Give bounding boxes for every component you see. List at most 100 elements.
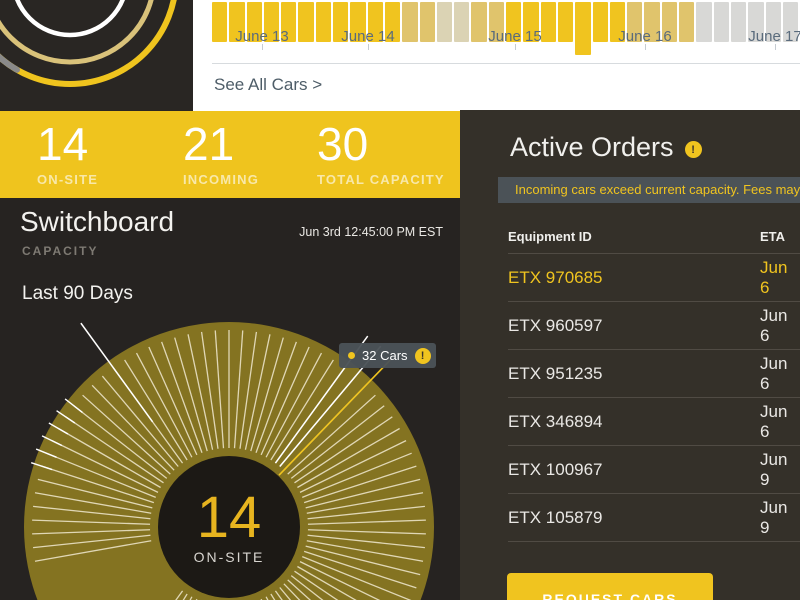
equipment-id: ETX 951235 — [508, 363, 603, 383]
active-orders-panel: Active Orders ! Incoming cars exceed cur… — [460, 110, 800, 600]
stat-incoming: 21 INCOMING — [183, 119, 259, 187]
timeline-segment[interactable] — [402, 2, 418, 42]
timeline-segment[interactable] — [488, 2, 505, 42]
axis-tick — [368, 44, 369, 50]
timeline-segment[interactable] — [575, 2, 591, 55]
axis-tick — [515, 44, 516, 50]
stat-value: 14 — [37, 118, 89, 170]
stat-on-site: 14 ON-SITE — [37, 119, 98, 187]
timeline-segment[interactable] — [627, 2, 643, 42]
divider — [212, 63, 800, 64]
axis-tick — [262, 44, 263, 50]
timeline-segment[interactable] — [506, 2, 522, 42]
column-eta: ETA — [760, 229, 786, 244]
timeline-segment[interactable] — [523, 2, 539, 42]
timeline-segment[interactable] — [557, 2, 574, 42]
timeline-segment[interactable] — [229, 2, 245, 42]
warning-icon[interactable]: ! — [684, 141, 702, 158]
date-label: June 15 — [488, 28, 542, 45]
timeline-segment[interactable] — [384, 2, 401, 42]
stat-value: 30 — [317, 118, 369, 170]
page-title: Switchboard — [20, 206, 175, 237]
orders-table: Equipment ID ETA ETX 970685 Jun 6 ETX 9605… — [508, 229, 800, 542]
table-row[interactable]: ETX 346894 Jun 6 — [508, 398, 800, 446]
equipment-id: ETX 970685 — [508, 267, 603, 287]
timeline-segment[interactable] — [436, 2, 453, 42]
on-site-label: ON-SITE — [193, 548, 265, 565]
timeline-segment[interactable] — [263, 2, 280, 42]
timeline-segment[interactable] — [540, 2, 556, 42]
stat-label: INCOMING — [183, 172, 260, 187]
section-title: Active Orders — [510, 132, 674, 162]
axis-tick — [645, 44, 646, 50]
switchboard-panel: Switchboard CAPACITY Jun 3rd 12:45:00 PM… — [0, 198, 460, 600]
table-row[interactable]: ETX 970685 Jun 6 — [508, 254, 800, 302]
date-label: June 14 — [341, 28, 395, 45]
capacity-rings-widget — [0, 0, 193, 112]
timeline-segment[interactable] — [713, 2, 729, 42]
timeline-segment[interactable] — [679, 2, 695, 42]
timeline-segment[interactable] — [367, 2, 383, 42]
timeline-segment[interactable] — [212, 2, 228, 42]
timeline-segment[interactable] — [765, 2, 781, 42]
eta-value: Jun 9 — [760, 497, 788, 537]
date-label: June 17 — [748, 28, 800, 45]
date-label: June 13 — [235, 28, 289, 45]
timeline-segment[interactable] — [748, 2, 764, 42]
table-header: Equipment ID ETA — [508, 229, 800, 254]
timeline-segment[interactable] — [315, 2, 332, 42]
timeline-segment[interactable] — [333, 2, 349, 42]
timeline-segment[interactable] — [454, 2, 470, 42]
capacity-sunburst-chart — [24, 322, 434, 600]
timeline-segment[interactable] — [471, 2, 487, 42]
capacity-rings-chart — [0, 0, 177, 87]
eta-value: Jun 6 — [760, 257, 788, 297]
table-row[interactable]: ETX 960597 Jun 6 — [508, 302, 800, 350]
equipment-id: ETX 105879 — [508, 507, 603, 527]
table-body: ETX 970685 Jun 6 ETX 960597 Jun 6 ETX 951235… — [508, 254, 800, 542]
orders-title-row: Active Orders ! — [510, 132, 702, 163]
timestamp: Jun 3rd 12:45:00 PM EST — [299, 225, 443, 239]
timeline-segment[interactable] — [644, 2, 660, 42]
equipment-id: ETX 346894 — [508, 411, 603, 431]
column-equipment-id: Equipment ID — [508, 229, 592, 244]
stat-total-capacity: 30 TOTAL CAPACITY — [317, 119, 445, 187]
on-site-count: 14 — [196, 484, 262, 550]
series-dot-icon — [348, 352, 355, 359]
table-row[interactable]: ETX 951235 Jun 6 — [508, 350, 800, 398]
warning-icon: ! — [414, 347, 431, 364]
eta-value: Jun 6 — [760, 305, 788, 345]
timeline-segment[interactable] — [281, 2, 297, 42]
see-all-cars-link[interactable]: See All Cars > — [214, 75, 323, 94]
timeline-segment[interactable] — [298, 2, 314, 42]
timeline-segment[interactable] — [350, 2, 366, 42]
timeline-segment[interactable] — [592, 2, 608, 42]
chart-tooltip: 32 Cars ! — [339, 343, 436, 368]
stat-label: ON-SITE — [37, 172, 99, 187]
timeline-segment[interactable] — [419, 2, 435, 42]
equipment-id: ETX 100967 — [508, 459, 603, 479]
request-cars-button[interactable]: REQUEST CARS — [507, 573, 713, 600]
timeline-segment[interactable] — [782, 2, 799, 42]
timeline-segment[interactable] — [730, 2, 747, 42]
eta-value: Jun 6 — [760, 401, 788, 441]
stats-banner: 14 ON-SITE 21 INCOMING 30 TOTAL CAPACITY — [0, 111, 460, 198]
timeline-segment[interactable] — [696, 2, 712, 42]
warning-banner: Incoming cars exceed current capacity. F… — [498, 177, 800, 203]
equipment-id: ETX 960597 — [508, 315, 603, 335]
stat-label: TOTAL CAPACITY — [317, 172, 445, 187]
sunburst-center: 14 ON-SITE — [158, 456, 300, 598]
timeline-panel: June 13 June 14 June 15 June 16 June 17 See … — [193, 0, 800, 111]
eta-value: Jun 6 — [760, 353, 788, 393]
table-row[interactable]: ETX 105879 Jun 9 — [508, 494, 800, 542]
timeline-segment[interactable] — [661, 2, 678, 42]
timeline-segment[interactable] — [609, 2, 626, 42]
stat-value: 21 — [183, 118, 235, 170]
date-label: June 16 — [618, 28, 672, 45]
eta-value: Jun 9 — [760, 449, 788, 489]
page-subtitle: CAPACITY — [22, 244, 99, 258]
axis-tick — [775, 44, 776, 50]
timeline-segment[interactable] — [246, 2, 262, 42]
table-row[interactable]: ETX 100967 Jun 9 — [508, 446, 800, 494]
